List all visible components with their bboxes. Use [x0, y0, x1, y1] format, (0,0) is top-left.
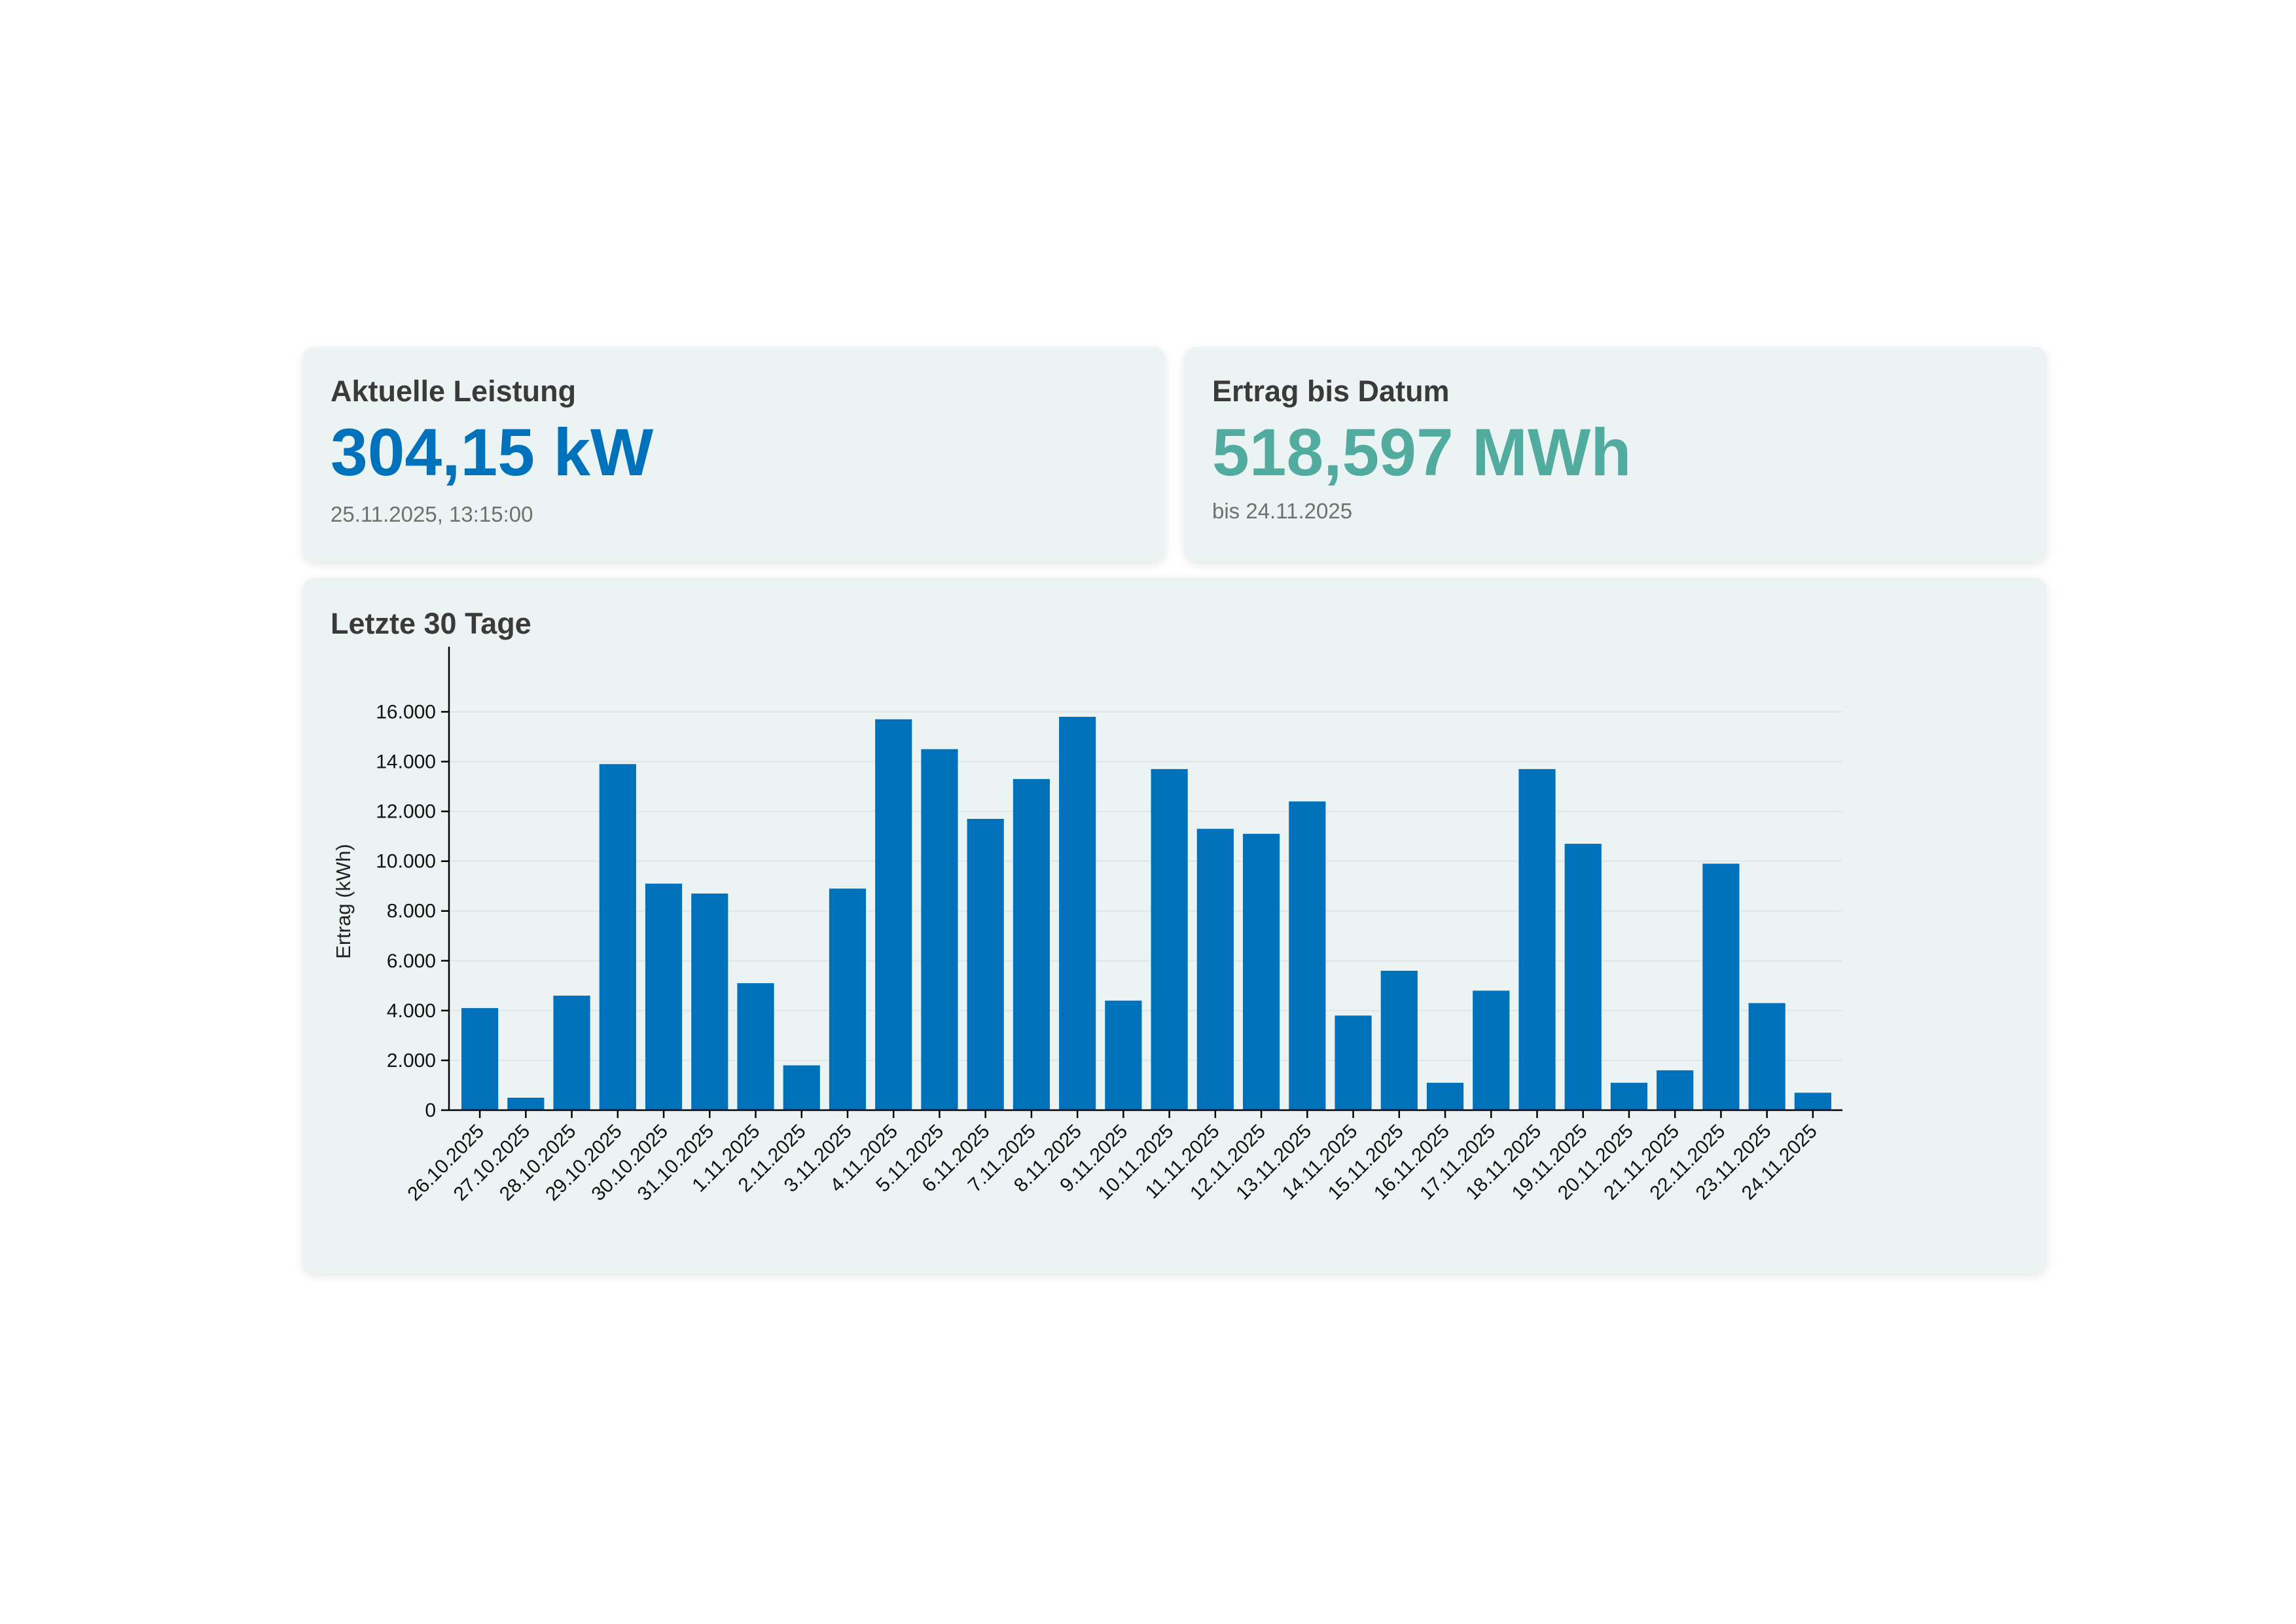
bar-14.11.2025: [1335, 1015, 1372, 1110]
bar-24.11.2025: [1794, 1092, 1831, 1110]
bar-8.11.2025: [1059, 717, 1096, 1110]
y-tick-label: 0: [425, 1100, 436, 1121]
bar-21.11.2025: [1657, 1070, 1694, 1110]
bar-17.11.2025: [1473, 990, 1510, 1110]
y-tick-label: 2.000: [387, 1050, 436, 1072]
yield-to-date-title: Ertrag bis Datum: [1212, 374, 1450, 408]
y-axis-title: Ertrag (kWh): [332, 844, 355, 959]
bar-3.11.2025: [829, 888, 867, 1110]
bar-31.10.2025: [691, 893, 728, 1110]
y-tick-label: 10.000: [376, 851, 436, 873]
current-power-timestamp: 25.11.2025, 13:15:00: [331, 502, 533, 526]
bar-10.11.2025: [1151, 768, 1188, 1110]
bar-27.10.2025: [507, 1097, 545, 1110]
bar-28.10.2025: [553, 996, 590, 1110]
bar-19.11.2025: [1564, 844, 1602, 1110]
bar-18.11.2025: [1518, 768, 1556, 1110]
y-tick-label: 14.000: [376, 751, 436, 773]
bar-6.11.2025: [967, 818, 1004, 1110]
yield-to-date-value: 518,597 MWh: [1212, 415, 1632, 490]
yield-to-date-card: Ertrag bis Datum 518,597 MWh bis 24.11.2…: [1185, 347, 2047, 562]
bar-4.11.2025: [875, 719, 912, 1110]
bar-26.10.2025: [461, 1008, 499, 1110]
bar-chart: 0 2.000 4.000 6.000 8.000 10.000 12.000 14.000 1…: [332, 647, 1842, 1205]
y-tick-label: 12.000: [376, 801, 436, 823]
yield-to-date-subtitle: bis 24.11.2025: [1212, 499, 1353, 523]
y-tick-label: 8.000: [387, 901, 436, 922]
current-power-title: Aktuelle Leistung: [331, 374, 577, 408]
last-30-days-card: Letzte 30 Tage 0 2.000 4.000 6.000 8.000 10.0…: [303, 578, 2047, 1273]
chart-card-title: Letzte 30 Tage: [331, 607, 531, 640]
bar-2.11.2025: [783, 1065, 820, 1110]
bar-11.11.2025: [1196, 829, 1234, 1110]
bar-16.11.2025: [1426, 1083, 1464, 1110]
bar-13.11.2025: [1289, 801, 1326, 1110]
current-power-card: Aktuelle Leistung 304,15 kW 25.11.2025, …: [303, 347, 1165, 562]
bar-12.11.2025: [1242, 833, 1280, 1110]
bar-15.11.2025: [1380, 971, 1418, 1110]
bar-1.11.2025: [737, 983, 774, 1110]
y-tick-label: 16.000: [376, 701, 436, 723]
bar-29.10.2025: [599, 764, 636, 1110]
y-tick-label: 6.000: [387, 950, 436, 972]
bar-9.11.2025: [1105, 1000, 1142, 1110]
current-power-value: 304,15 kW: [331, 415, 654, 490]
bar-20.11.2025: [1610, 1083, 1648, 1110]
bar-22.11.2025: [1702, 863, 1740, 1110]
bar-30.10.2025: [645, 883, 683, 1110]
bar-5.11.2025: [921, 749, 958, 1110]
bar-23.11.2025: [1748, 1003, 1785, 1110]
bar-7.11.2025: [1013, 779, 1050, 1110]
y-tick-label: 4.000: [387, 1000, 436, 1022]
